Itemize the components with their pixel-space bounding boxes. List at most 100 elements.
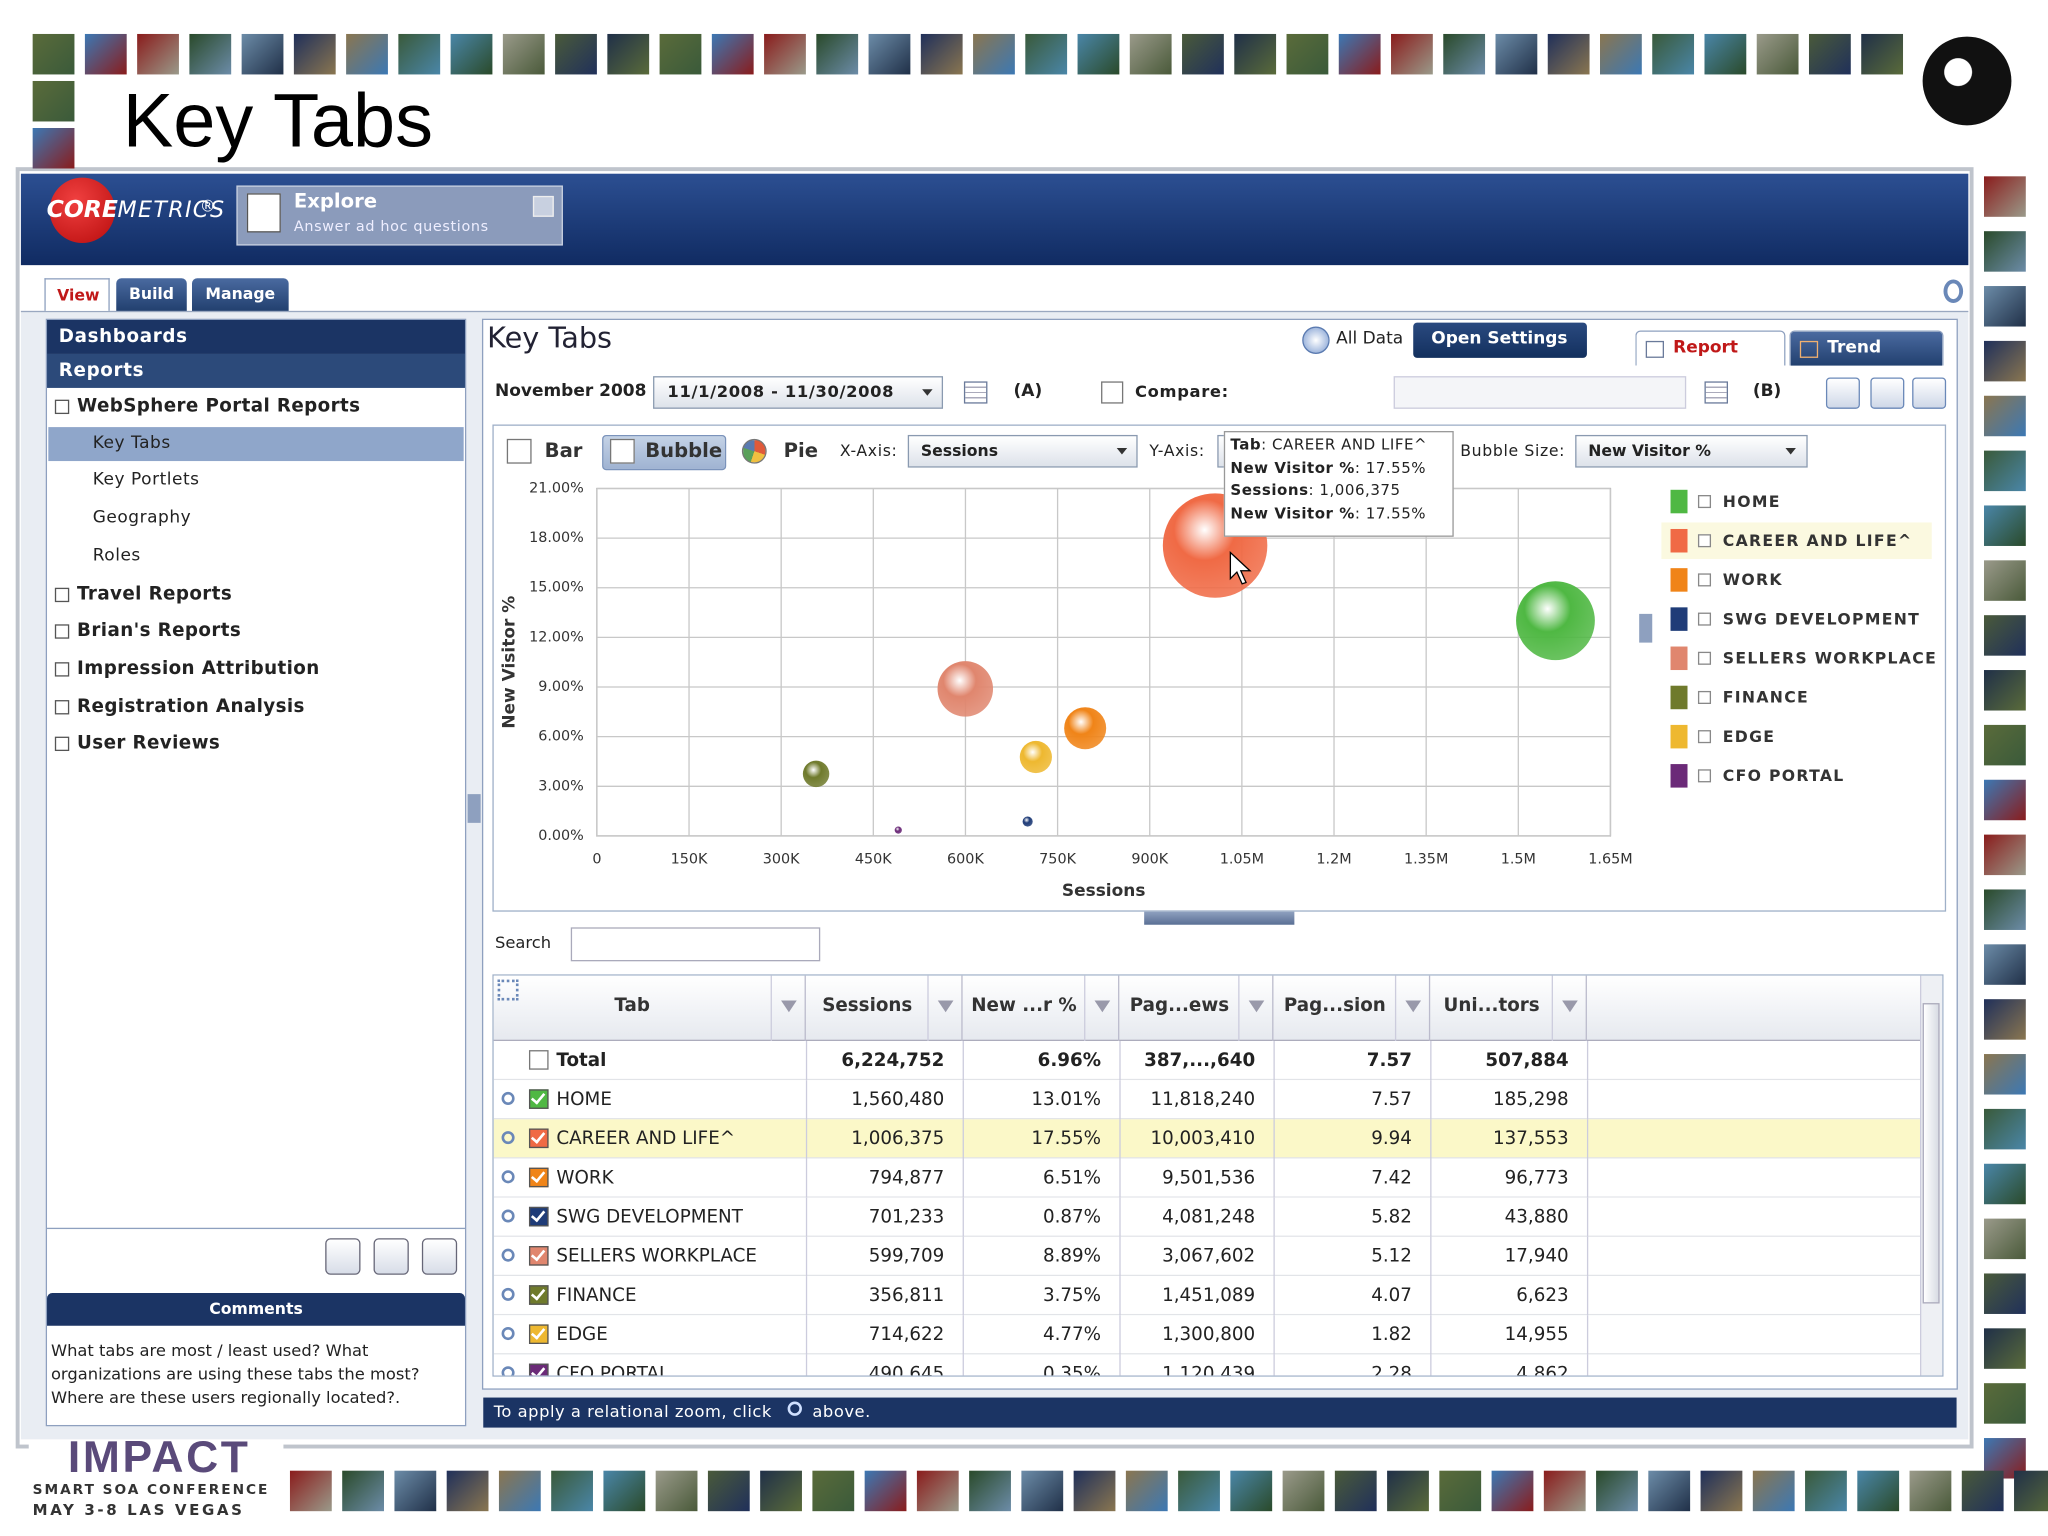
search-input[interactable] <box>570 927 821 962</box>
legend-label[interactable]: SWG DEVELOPMENT <box>1722 609 1921 629</box>
legend-label[interactable]: SELLERS WORKPLACE <box>1722 649 1938 668</box>
module-menu-button[interactable] <box>532 195 554 217</box>
scroll-thumb[interactable] <box>1922 1003 1940 1304</box>
view-tab[interactable]: Trend <box>1789 330 1944 366</box>
tree-toggle[interactable] <box>54 587 70 602</box>
zoom-icon[interactable] <box>501 1170 515 1184</box>
zoom-icon[interactable] <box>501 1366 515 1376</box>
x-axis-select[interactable] <box>907 434 1138 468</box>
chart-type-label[interactable]: Pie <box>783 438 819 463</box>
compare-checkbox[interactable] <box>1101 381 1124 404</box>
zoom-icon[interactable] <box>501 1209 515 1223</box>
legend-toggle[interactable] <box>1697 495 1712 509</box>
compare-select[interactable] <box>1393 376 1687 409</box>
legend-toggle[interactable] <box>1697 534 1712 548</box>
row-checkbox[interactable] <box>528 1167 549 1188</box>
cell: 0.87% <box>1042 1206 1102 1228</box>
sidebar-tool-button[interactable] <box>325 1238 361 1275</box>
column-header[interactable]: Pag...sion <box>1283 995 1386 1017</box>
row-checkbox[interactable] <box>528 1363 549 1376</box>
sidebar-collapse[interactable] <box>467 794 481 823</box>
zoom-icon[interactable] <box>501 1131 515 1145</box>
row-checkbox[interactable] <box>528 1050 549 1070</box>
refresh-icon[interactable] <box>1943 279 1964 304</box>
column-filter-icon[interactable] <box>1562 1000 1578 1013</box>
tree-item[interactable]: Key Tabs <box>92 433 171 453</box>
column-header[interactable]: Pag...ews <box>1129 995 1230 1017</box>
tree-item[interactable]: Geography <box>92 508 192 528</box>
legend-toggle[interactable] <box>1697 573 1712 587</box>
nav-tab[interactable]: Manage <box>191 278 289 311</box>
open-settings-button[interactable]: Open Settings <box>1413 322 1587 358</box>
legend-label[interactable]: WORK <box>1722 570 1783 590</box>
column-header[interactable]: Uni...tors <box>1443 995 1540 1017</box>
nav-tab[interactable]: Build <box>116 278 187 311</box>
row-checkbox[interactable] <box>528 1089 549 1109</box>
thumbnail <box>1983 450 2026 492</box>
splitter-handle[interactable] <box>1144 911 1295 925</box>
zoom-icon[interactable] <box>501 1327 515 1341</box>
tree-toggle[interactable] <box>54 399 70 415</box>
legend-toggle[interactable] <box>1697 651 1712 665</box>
legend-toggle[interactable] <box>1697 690 1712 704</box>
tree-item[interactable]: Roles <box>92 545 141 566</box>
toolbar-icon[interactable] <box>1912 377 1947 409</box>
toolbar-icon[interactable] <box>1870 377 1905 409</box>
legend-toggle[interactable] <box>1697 730 1712 744</box>
column-header[interactable]: Sessions <box>822 995 913 1017</box>
cell: 4,081,248 <box>1162 1206 1256 1228</box>
chart-type-label[interactable]: Bubble <box>645 438 723 463</box>
tree-group[interactable]: WebSphere Portal Reports <box>77 395 361 417</box>
zoom-icon[interactable] <box>501 1287 515 1301</box>
tree-group[interactable]: Impression Attribution <box>77 658 320 680</box>
chart-type-label[interactable]: Bar <box>544 438 583 463</box>
row-checkbox[interactable] <box>528 1128 549 1149</box>
column-filter-icon[interactable] <box>937 1000 954 1013</box>
tree-group[interactable]: Travel Reports <box>77 583 233 605</box>
tree-toggle[interactable] <box>54 737 70 752</box>
sidebar-header[interactable]: Reports <box>47 353 465 388</box>
row-checkbox[interactable] <box>528 1246 549 1266</box>
toolbar-icon[interactable] <box>1825 377 1860 409</box>
tree-toggle[interactable] <box>54 662 70 677</box>
module-selector[interactable] <box>236 185 563 246</box>
column-filter-icon[interactable] <box>1405 1000 1422 1013</box>
bubble-size-select[interactable] <box>1575 434 1808 468</box>
legend-label[interactable]: CAREER AND LIFE^ <box>1722 531 1913 550</box>
nav-tab[interactable]: View <box>44 278 110 311</box>
zoom-icon[interactable] <box>501 1248 515 1262</box>
view-tab[interactable]: Report <box>1635 330 1786 366</box>
legend-toggle[interactable] <box>1697 769 1712 783</box>
column-header[interactable]: Tab <box>614 995 650 1017</box>
chart-type-icon[interactable] <box>741 438 767 464</box>
legend-label[interactable]: HOME <box>1722 492 1781 511</box>
date-select[interactable] <box>653 376 944 409</box>
zoom-icon[interactable] <box>501 1091 515 1105</box>
legend-collapse[interactable] <box>1639 613 1653 643</box>
chart-type-icon[interactable] <box>609 438 635 464</box>
tree-group[interactable]: User Reviews <box>77 733 221 755</box>
sidebar-tool-button[interactable] <box>421 1238 458 1275</box>
tree-item[interactable]: Key Portlets <box>92 470 200 491</box>
calendar-icon[interactable] <box>1704 381 1728 404</box>
column-filter-icon[interactable] <box>1094 1000 1111 1013</box>
tree-toggle[interactable] <box>54 699 70 714</box>
column-header[interactable]: New ...r % <box>971 995 1077 1017</box>
tree-group[interactable]: Brian's Reports <box>77 620 242 642</box>
row-checkbox[interactable] <box>528 1324 549 1344</box>
legend-label[interactable]: CFO PORTAL <box>1722 766 1845 785</box>
legend-toggle[interactable] <box>1697 612 1712 626</box>
row-checkbox[interactable] <box>528 1206 549 1227</box>
sidebar-tool-button[interactable] <box>373 1238 409 1275</box>
legend-label[interactable]: EDGE <box>1722 727 1776 746</box>
tooltip-value: : CAREER AND LIFE^ <box>1261 434 1428 454</box>
calendar-icon[interactable] <box>963 381 988 404</box>
column-filter-icon[interactable] <box>781 1000 797 1013</box>
tree-toggle[interactable] <box>54 624 70 639</box>
legend-label[interactable]: FINANCE <box>1722 688 1810 707</box>
sidebar-header[interactable]: Dashboards <box>47 319 465 354</box>
tree-group[interactable]: Registration Analysis <box>77 695 305 717</box>
chart-type-icon[interactable] <box>506 438 532 464</box>
row-checkbox[interactable] <box>528 1285 549 1305</box>
column-filter-icon[interactable] <box>1248 1000 1265 1013</box>
